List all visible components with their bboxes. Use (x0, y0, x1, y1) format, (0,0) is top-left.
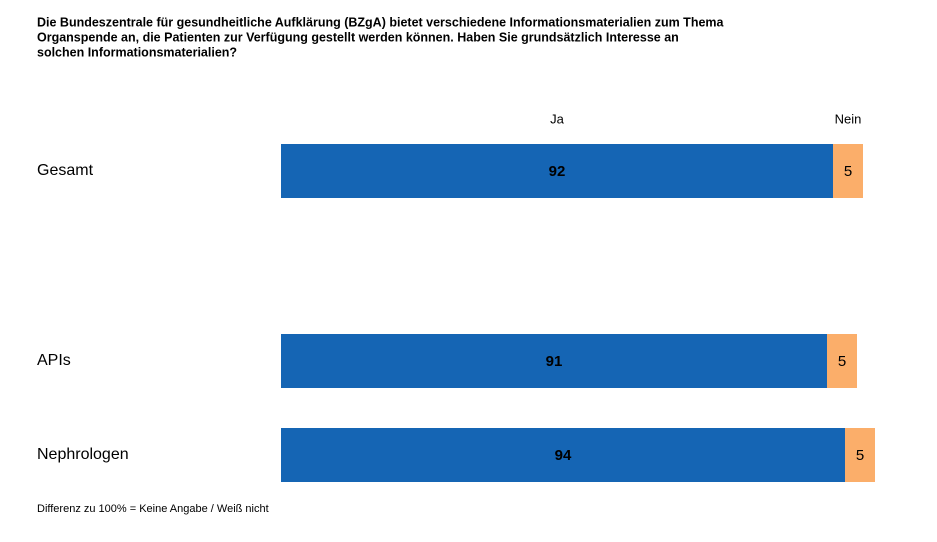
bar-segment (845, 428, 875, 482)
bar-segment (281, 428, 845, 482)
value-label: 94 (555, 447, 572, 464)
value-label: 91 (546, 353, 563, 370)
value-label: 5 (838, 353, 846, 370)
bar-segment (833, 144, 863, 198)
category-label: Nephrologen (37, 446, 129, 463)
bar-segment (281, 144, 833, 198)
bar-segment (827, 334, 857, 388)
value-label: 5 (856, 447, 864, 464)
legend-label: Nein (835, 111, 862, 126)
category-label: Gesamt (37, 162, 94, 179)
bar-segment (281, 334, 827, 388)
legend-label: Ja (550, 111, 565, 126)
value-label: 92 (549, 163, 566, 180)
value-label: 5 (844, 163, 852, 180)
category-label: APIs (37, 352, 71, 369)
chart-title: Die Bundeszentrale für gesundheitliche A… (37, 15, 725, 29)
chart-title: Organspende an, die Patienten zur Verfüg… (37, 30, 679, 44)
footnote: Differenz zu 100% = Keine Angabe / Weiß … (37, 503, 269, 515)
chart-title: solchen Informationsmaterialien? (37, 45, 237, 59)
